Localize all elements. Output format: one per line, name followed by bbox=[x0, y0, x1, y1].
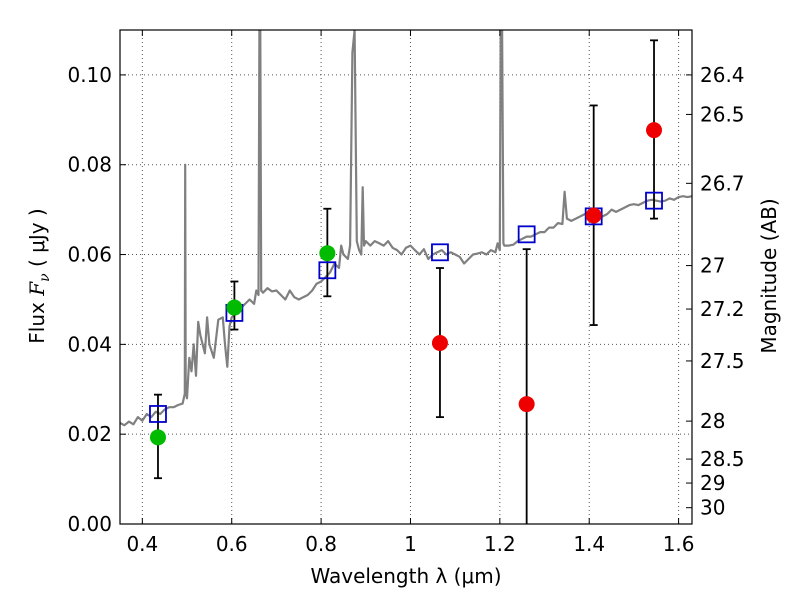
spectrum-series bbox=[120, 30, 692, 427]
observed-point-red bbox=[431, 335, 448, 352]
spectrum-line bbox=[120, 30, 692, 427]
model-point bbox=[318, 261, 337, 280]
x-tick-label: 1.6 bbox=[663, 532, 695, 556]
x-tick-label: 1 bbox=[404, 532, 417, 556]
mag-tick-label: 29 bbox=[700, 471, 725, 495]
observed-point-red bbox=[518, 396, 535, 413]
model-point bbox=[431, 243, 449, 262]
errorbars bbox=[153, 39, 659, 524]
y2-axis-label: Magnitude (AB) bbox=[757, 198, 781, 353]
model-point bbox=[645, 191, 663, 210]
mag-tick-label: 26.4 bbox=[700, 63, 745, 87]
observed-point-green bbox=[319, 245, 336, 262]
model-point bbox=[517, 225, 536, 244]
plot-frame bbox=[119, 29, 693, 525]
mag-tick-label: 30 bbox=[700, 496, 725, 520]
observed-point-red bbox=[585, 207, 602, 224]
mag-tick-label: 27.5 bbox=[700, 349, 745, 373]
x-tick-label: 1.4 bbox=[573, 532, 605, 556]
y-tick-label: 0.10 bbox=[67, 63, 112, 87]
observed-point-green bbox=[226, 299, 243, 316]
mag-tick-label: 27.2 bbox=[700, 297, 745, 321]
mag-tick-label: 27 bbox=[700, 254, 725, 278]
axis-ticks bbox=[120, 30, 692, 525]
mag-tick-label: 28 bbox=[700, 409, 725, 433]
y-tick-label: 0.08 bbox=[67, 153, 112, 177]
mag-tick-label: 28.5 bbox=[700, 447, 745, 471]
y-tick-label: 0.06 bbox=[67, 243, 112, 267]
observed-point-green bbox=[149, 429, 166, 446]
x-tick-label: 0.4 bbox=[126, 532, 158, 556]
y-tick-label: 0.00 bbox=[67, 512, 112, 536]
observed-point-red bbox=[646, 122, 663, 139]
observed-points bbox=[149, 122, 663, 446]
grid bbox=[120, 30, 692, 525]
x-tick-label: 1.2 bbox=[484, 532, 516, 556]
y-tick-label: 0.02 bbox=[67, 422, 112, 446]
y-axis-label: Flux Fν ( μJy ) bbox=[25, 208, 53, 343]
x-axis-label: Wavelength λ (μm) bbox=[310, 564, 501, 588]
x-tick-label: 0.6 bbox=[216, 532, 248, 556]
x-tick-label: 0.8 bbox=[305, 532, 337, 556]
mag-tick-label: 26.5 bbox=[700, 102, 745, 126]
y-axis-label-sub: ν bbox=[37, 273, 53, 282]
y-axis-label-prefix: Flux bbox=[25, 296, 49, 344]
model-point bbox=[149, 405, 167, 423]
y-tick-label: 0.04 bbox=[67, 332, 112, 356]
tick-labels: 0.4 0.6 0.8 1 1.2 1.4 1.6 0.00 0.02 0.04 0.06 0.08 0… bbox=[67, 63, 744, 556]
y-axis-label-math: F bbox=[25, 281, 49, 297]
mag-tick-label: 26.7 bbox=[700, 171, 745, 195]
y-axis-label-suffix: ( μJy ) bbox=[25, 208, 49, 273]
